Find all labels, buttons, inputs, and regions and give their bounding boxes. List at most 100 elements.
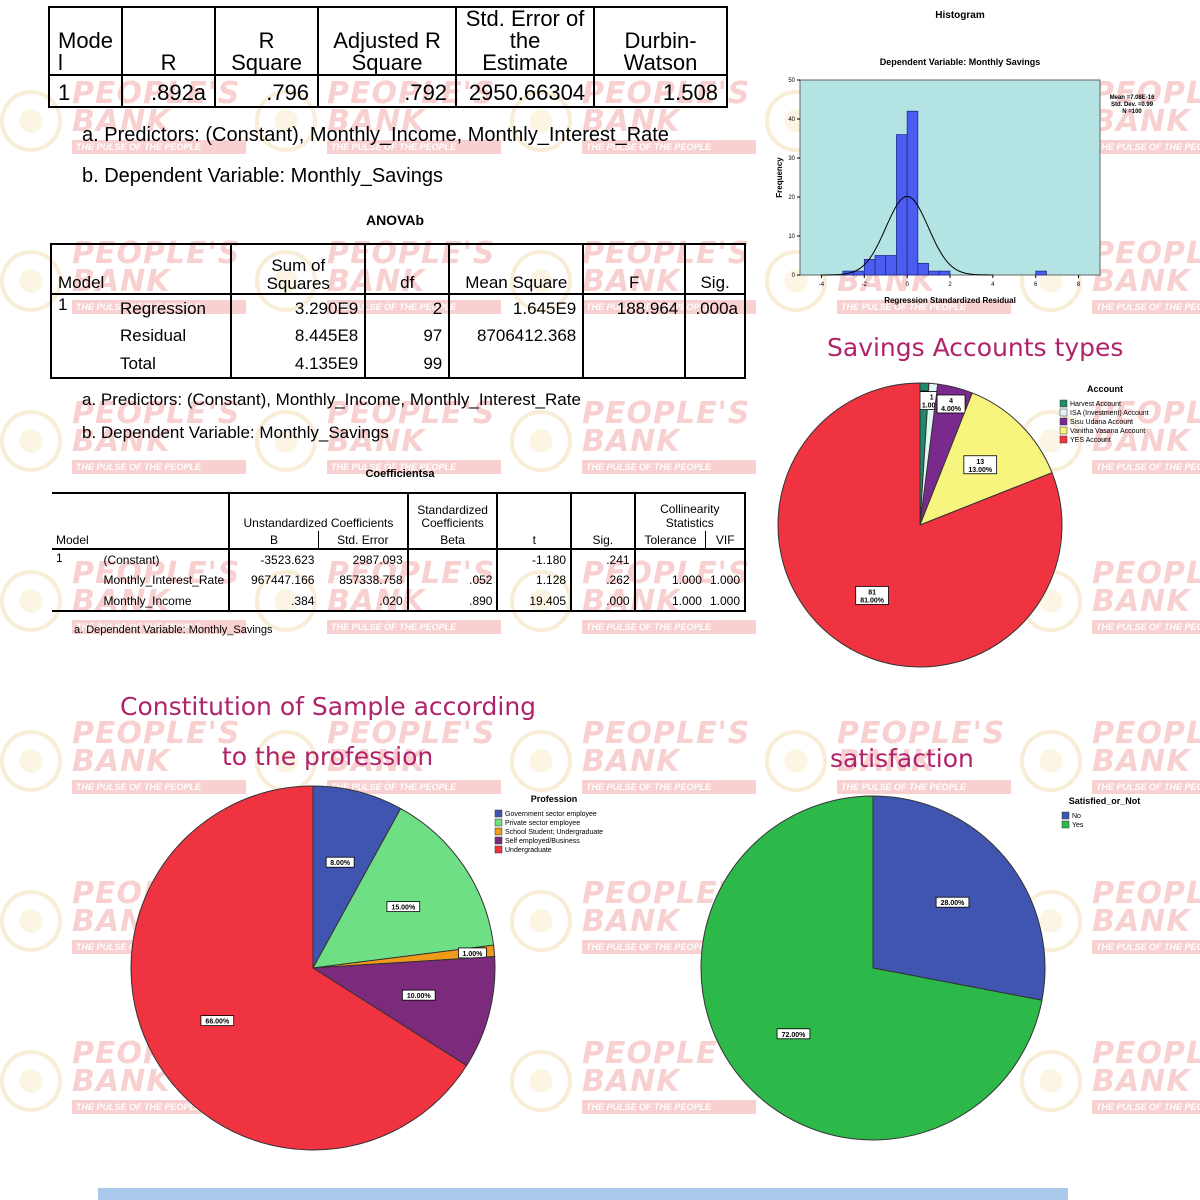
legend-label: Sisu Udana Account [1070, 419, 1133, 426]
cell [705, 549, 747, 569]
cell: Total [120, 353, 156, 373]
legend-swatch [1061, 811, 1070, 820]
slice-label-box [936, 394, 966, 414]
legend-swatch [1059, 399, 1068, 408]
cell: 1.000 [633, 569, 706, 591]
cell: 1.508 [593, 74, 728, 108]
header-cell: df [364, 243, 451, 295]
y-tick-label: 0 [792, 273, 796, 279]
coefficients-note: a. Dependent Variable: Monthly_Savings [74, 624, 273, 636]
cell: .241 [570, 549, 635, 569]
anova-note-b: b. Dependent Variable: Monthly_Savings [82, 423, 389, 442]
cell [582, 350, 686, 378]
slice-label: 28.00% [941, 900, 966, 907]
cell: .796 [214, 74, 320, 108]
cell: (Constant) [103, 552, 160, 567]
profession-section-title-line1: Constitution of Sample according [120, 692, 537, 721]
cell: 8706412.368 [448, 322, 584, 350]
cell: 1.128 [496, 569, 572, 591]
cell [582, 322, 686, 350]
header-cell: Std. Error of the Estimate [455, 6, 596, 76]
cell: 8.445E8 [230, 322, 366, 350]
slice-label-box [325, 856, 355, 868]
header-cell: Mean Square [448, 243, 585, 295]
histogram-bar [896, 134, 908, 276]
header-cell: Tolerance [633, 531, 706, 549]
header-cell: Collinearity Statistics [633, 493, 747, 531]
legend-label: Government sector employee [505, 811, 597, 818]
cell: 1 [47, 74, 124, 108]
normal-curve [821, 195, 993, 276]
cell: Monthly_Interest_Rate [103, 573, 225, 587]
slice-label: 13.00% [968, 467, 993, 474]
cell: 1 [56, 551, 63, 565]
slice-label: 1.00% [922, 403, 943, 410]
cell: -3523.623 [228, 549, 319, 569]
cell: .000 [570, 591, 635, 611]
legend-title: Account [1087, 384, 1123, 394]
y-tick-label: 40 [788, 117, 795, 123]
histogram-bar [863, 259, 876, 276]
profession-section-title-line2: to the profession [222, 742, 434, 771]
header-cell: R [121, 6, 217, 76]
cell: 967447.166 [228, 569, 319, 591]
cell: Regression [120, 298, 206, 318]
anova-table: Model Sum of Squares df Mean Square F Si… [49, 243, 746, 379]
slice-label: 15.00% [391, 905, 416, 912]
legend-label: School Student; Undergraduate [505, 829, 603, 836]
slice-label-box [776, 1028, 811, 1040]
cell: .890 [406, 591, 498, 611]
histogram-stat: Std. Dev. =0.99 [1111, 102, 1154, 108]
legend-label: YES Account [1070, 437, 1111, 444]
histogram-bar [1035, 270, 1047, 276]
cell: .892a [121, 74, 217, 108]
histogram-bar [885, 255, 897, 276]
cell: 19.405 [496, 591, 572, 611]
legend-swatch [494, 818, 503, 827]
pie-slice [311, 956, 496, 1067]
cell: 2950.66304 [455, 74, 596, 108]
cell: 1.000 [705, 591, 747, 611]
coefficients-table: Unstandardized Coefficients Standardized… [52, 492, 747, 612]
slice-label: 81 [868, 589, 876, 596]
legend-swatch [494, 827, 503, 836]
cell: 1 [50, 294, 114, 378]
x-tick-label: 4 [991, 282, 995, 288]
residual-histogram: Histogram Dependent Variable: Monthly Sav… [775, 10, 1156, 305]
cell: 1.000 [633, 591, 706, 611]
header-cell: Durbin-Watson [593, 6, 728, 76]
pie-slice [777, 382, 1063, 668]
cell: 1.000 [705, 569, 747, 591]
histogram-stat: Mean =7.08E-16 [1110, 95, 1156, 101]
cell: 99 [364, 350, 450, 378]
slice-label: 1.00% [463, 951, 484, 958]
y-tick-label: 20 [788, 195, 795, 201]
slice-label-box [855, 586, 889, 605]
cell: .052 [406, 569, 498, 591]
legend-title: Satisfied_or_Not [1069, 796, 1141, 806]
slice-label: 81.00% [860, 597, 885, 604]
slice-label: 4 [949, 398, 953, 405]
header-cell: Model [56, 533, 89, 547]
header-cell: Std. Error [317, 531, 408, 549]
header-cell: Sig. [684, 243, 746, 295]
legend-swatch [1061, 820, 1070, 829]
cell: 188.964 [582, 294, 686, 322]
y-tick-label: 30 [788, 156, 795, 162]
cell: .792 [317, 74, 458, 108]
cell: .262 [570, 569, 635, 591]
cell: 97 [364, 322, 450, 350]
profession-pie-chart: 8.00% 15.00% 1.00% 10.00% 66.00% Profession Go… [130, 785, 603, 1151]
y-axis-label: Frequency [775, 157, 784, 198]
slice-label: 66.00% [205, 1019, 230, 1026]
y-tick-label: 50 [788, 78, 795, 84]
slice-label: 1 [930, 395, 934, 402]
cell: Residual [120, 326, 187, 345]
satisfaction-pie-chart: 28.00% 72.00% Satisfied_or_Not No Yes [700, 795, 1141, 1141]
savings-accounts-pie-chart: 11.00%11.00%44.00%1313.00%8181.00%Accoun… [777, 382, 1149, 668]
x-tick-label: -4 [819, 282, 825, 288]
cell: .000a [684, 294, 746, 322]
histogram-bar [917, 262, 929, 276]
histogram-subtitle: Dependent Variable: Monthly Savings [880, 57, 1041, 67]
cell: .384 [228, 591, 319, 611]
